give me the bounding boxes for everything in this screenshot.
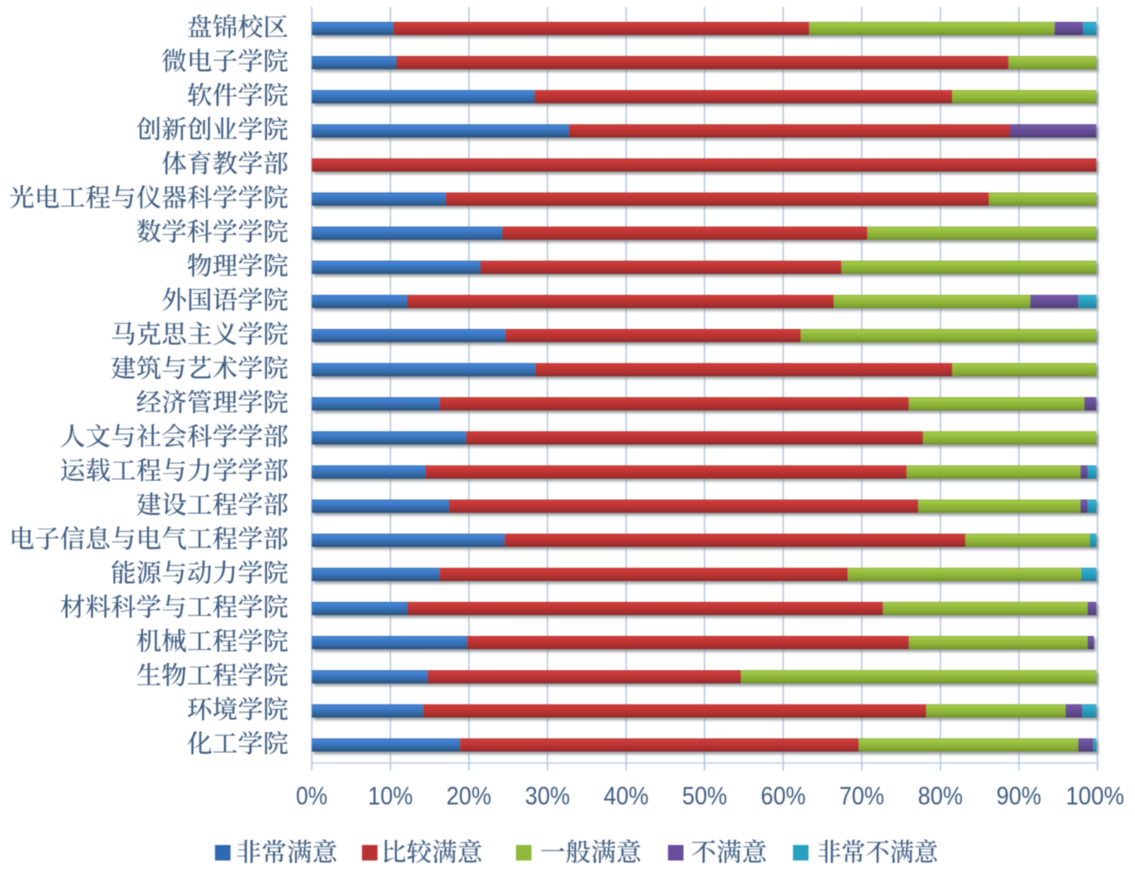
svg-text:20%: 20% (446, 783, 491, 811)
svg-text:30%: 30% (525, 783, 570, 811)
svg-text:50%: 50% (682, 783, 727, 811)
svg-text:60%: 60% (761, 783, 806, 811)
svg-text:100%: 100% (1066, 783, 1125, 811)
svg-text:90%: 90% (996, 783, 1041, 811)
svg-text:10%: 10% (368, 783, 413, 811)
svg-text:0%: 0% (296, 783, 328, 811)
svg-text:80%: 80% (918, 783, 963, 811)
svg-text:40%: 40% (604, 783, 649, 811)
svg-text:70%: 70% (839, 783, 884, 811)
